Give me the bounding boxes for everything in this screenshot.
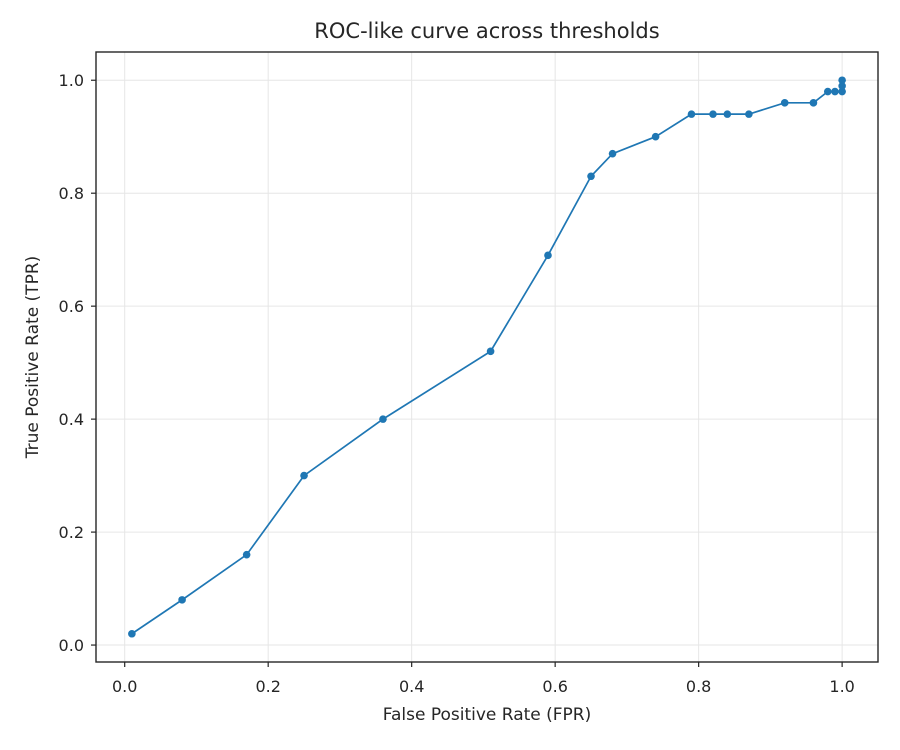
data-point — [723, 110, 732, 118]
x-axis-ticks: 0.0 0.2 0.4 0.6 0.8 1.0 — [112, 662, 855, 696]
data-point — [838, 76, 846, 85]
x-tick-label: 0.0 — [112, 677, 137, 696]
data-point — [809, 99, 818, 107]
series-line-layer — [131, 80, 843, 635]
data-point — [651, 132, 660, 141]
data-point — [709, 110, 717, 118]
y-tick-label: 0.8 — [59, 184, 84, 203]
data-point — [544, 251, 552, 260]
data-point — [379, 415, 387, 423]
x-axis-label: False Positive Rate (FPR) — [383, 705, 592, 725]
series-points-layer — [128, 76, 846, 638]
x-tick-label: 0.8 — [686, 677, 711, 696]
chart-title: ROC-like curve across thresholds — [314, 19, 659, 43]
plot-frame — [95, 51, 879, 663]
y-tick-label: 0.2 — [59, 523, 84, 542]
y-tick-label: 1.0 — [59, 71, 84, 90]
data-point — [838, 87, 846, 96]
x-tick-label: 0.2 — [255, 677, 280, 696]
y-axis-ticks: 0.0 0.2 0.4 0.6 0.8 1.0 — [59, 71, 96, 655]
data-point — [838, 82, 846, 90]
y-tick-label: 0.6 — [59, 297, 84, 316]
data-point — [300, 471, 308, 480]
y-tick-label: 0.4 — [59, 410, 84, 429]
y-tick-label: 0.0 — [59, 636, 84, 655]
x-tick-label: 1.0 — [829, 677, 854, 696]
data-point — [486, 347, 495, 356]
data-point — [780, 99, 789, 107]
grid-lines — [96, 52, 878, 662]
data-point — [128, 629, 136, 638]
y-axis-label: True Positive Rate (TPR) — [23, 256, 43, 460]
data-point — [608, 149, 617, 158]
x-tick-label: 0.6 — [542, 677, 567, 696]
data-point — [823, 87, 832, 96]
data-point — [831, 87, 839, 96]
data-point — [587, 172, 595, 181]
data-point — [178, 596, 186, 604]
x-tick-label: 0.4 — [399, 677, 424, 696]
data-point — [745, 110, 753, 118]
data-point — [687, 110, 696, 118]
series-line — [131, 80, 843, 635]
data-point — [242, 550, 251, 559]
